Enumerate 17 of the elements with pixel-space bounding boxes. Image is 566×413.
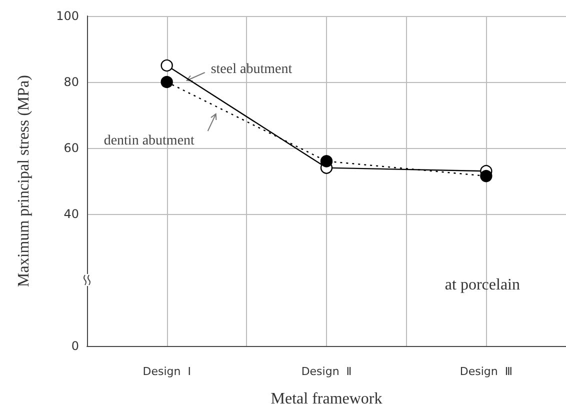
series-label: steel abutment: [210, 62, 292, 77]
y-tick-label: 40: [64, 207, 79, 221]
y-tick-label: 100: [56, 9, 79, 23]
x-tick-label: Design Ⅲ: [460, 365, 512, 378]
point: [160, 59, 173, 72]
x-tick-label: Design Ⅰ: [142, 365, 191, 378]
y-tick-label: 60: [64, 141, 79, 155]
text: dentin abutment: [104, 134, 195, 148]
x-tick-label: Design Ⅱ: [301, 365, 352, 378]
x-axis-title: Metal framework: [270, 390, 382, 408]
annotation: at porcelain: [444, 276, 520, 294]
y-tick-label: 80: [64, 75, 79, 89]
point: [320, 155, 333, 168]
point: [480, 170, 492, 182]
y-tick-label: 0: [71, 339, 79, 353]
y-axis-title: Maximum principal stress (MPa): [16, 75, 32, 287]
point: [160, 76, 173, 88]
